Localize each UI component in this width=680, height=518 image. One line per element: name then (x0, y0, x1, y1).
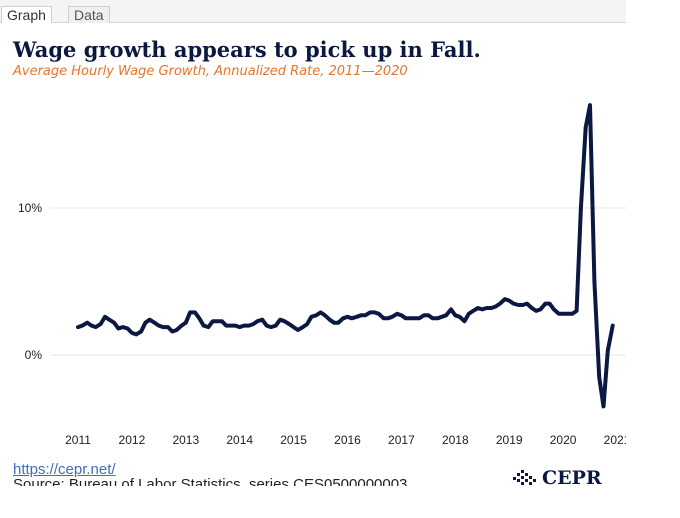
y-tick-label: 0% (25, 348, 43, 362)
y-axis-ticks: 0% 10% (18, 201, 42, 362)
x-tick-label: 2018 (442, 433, 469, 447)
cepr-logo-text: CEPR (542, 467, 602, 489)
x-tick-label: 2017 (388, 433, 415, 447)
chart-subtitle: Average Hourly Wage Growth, Annualized R… (13, 64, 408, 79)
source-note-clip: Source: Bureau of Labor Statistics, seri… (13, 474, 473, 486)
chart-title: Wage growth appears to pick up in Fall. (13, 37, 481, 62)
x-tick-label: 2013 (172, 433, 199, 447)
x-tick-label: 2014 (226, 433, 253, 447)
x-tick-label: 2012 (119, 433, 146, 447)
series-line-0 (76, 103, 615, 409)
source-note: Source: Bureau of Labor Statistics, seri… (13, 476, 408, 486)
cepr-logo-icon (513, 470, 536, 485)
tab-data[interactable]: Data (68, 6, 110, 23)
grid-lines (50, 207, 626, 356)
x-tick-label: 2015 (280, 433, 307, 447)
series-layer (76, 103, 615, 409)
x-tick-label: 2016 (334, 433, 361, 447)
cepr-logo: CEPR (512, 466, 612, 490)
x-tick-label: 2020 (550, 433, 577, 447)
tab-graph[interactable]: Graph (1, 6, 52, 23)
x-axis-ticks: 2011 2012 2013 2014 2015 2016 2017 2018 2019 2020… (65, 433, 631, 447)
y-tick-label: 10% (18, 201, 42, 215)
tab-bar: Graph Data (0, 0, 626, 23)
cepr-link[interactable]: https://cepr.net/ (13, 461, 116, 478)
x-tick-label: 2011 (65, 433, 91, 447)
x-tick-label: 2019 (496, 433, 523, 447)
x-tick-label: 2021 (604, 433, 631, 447)
